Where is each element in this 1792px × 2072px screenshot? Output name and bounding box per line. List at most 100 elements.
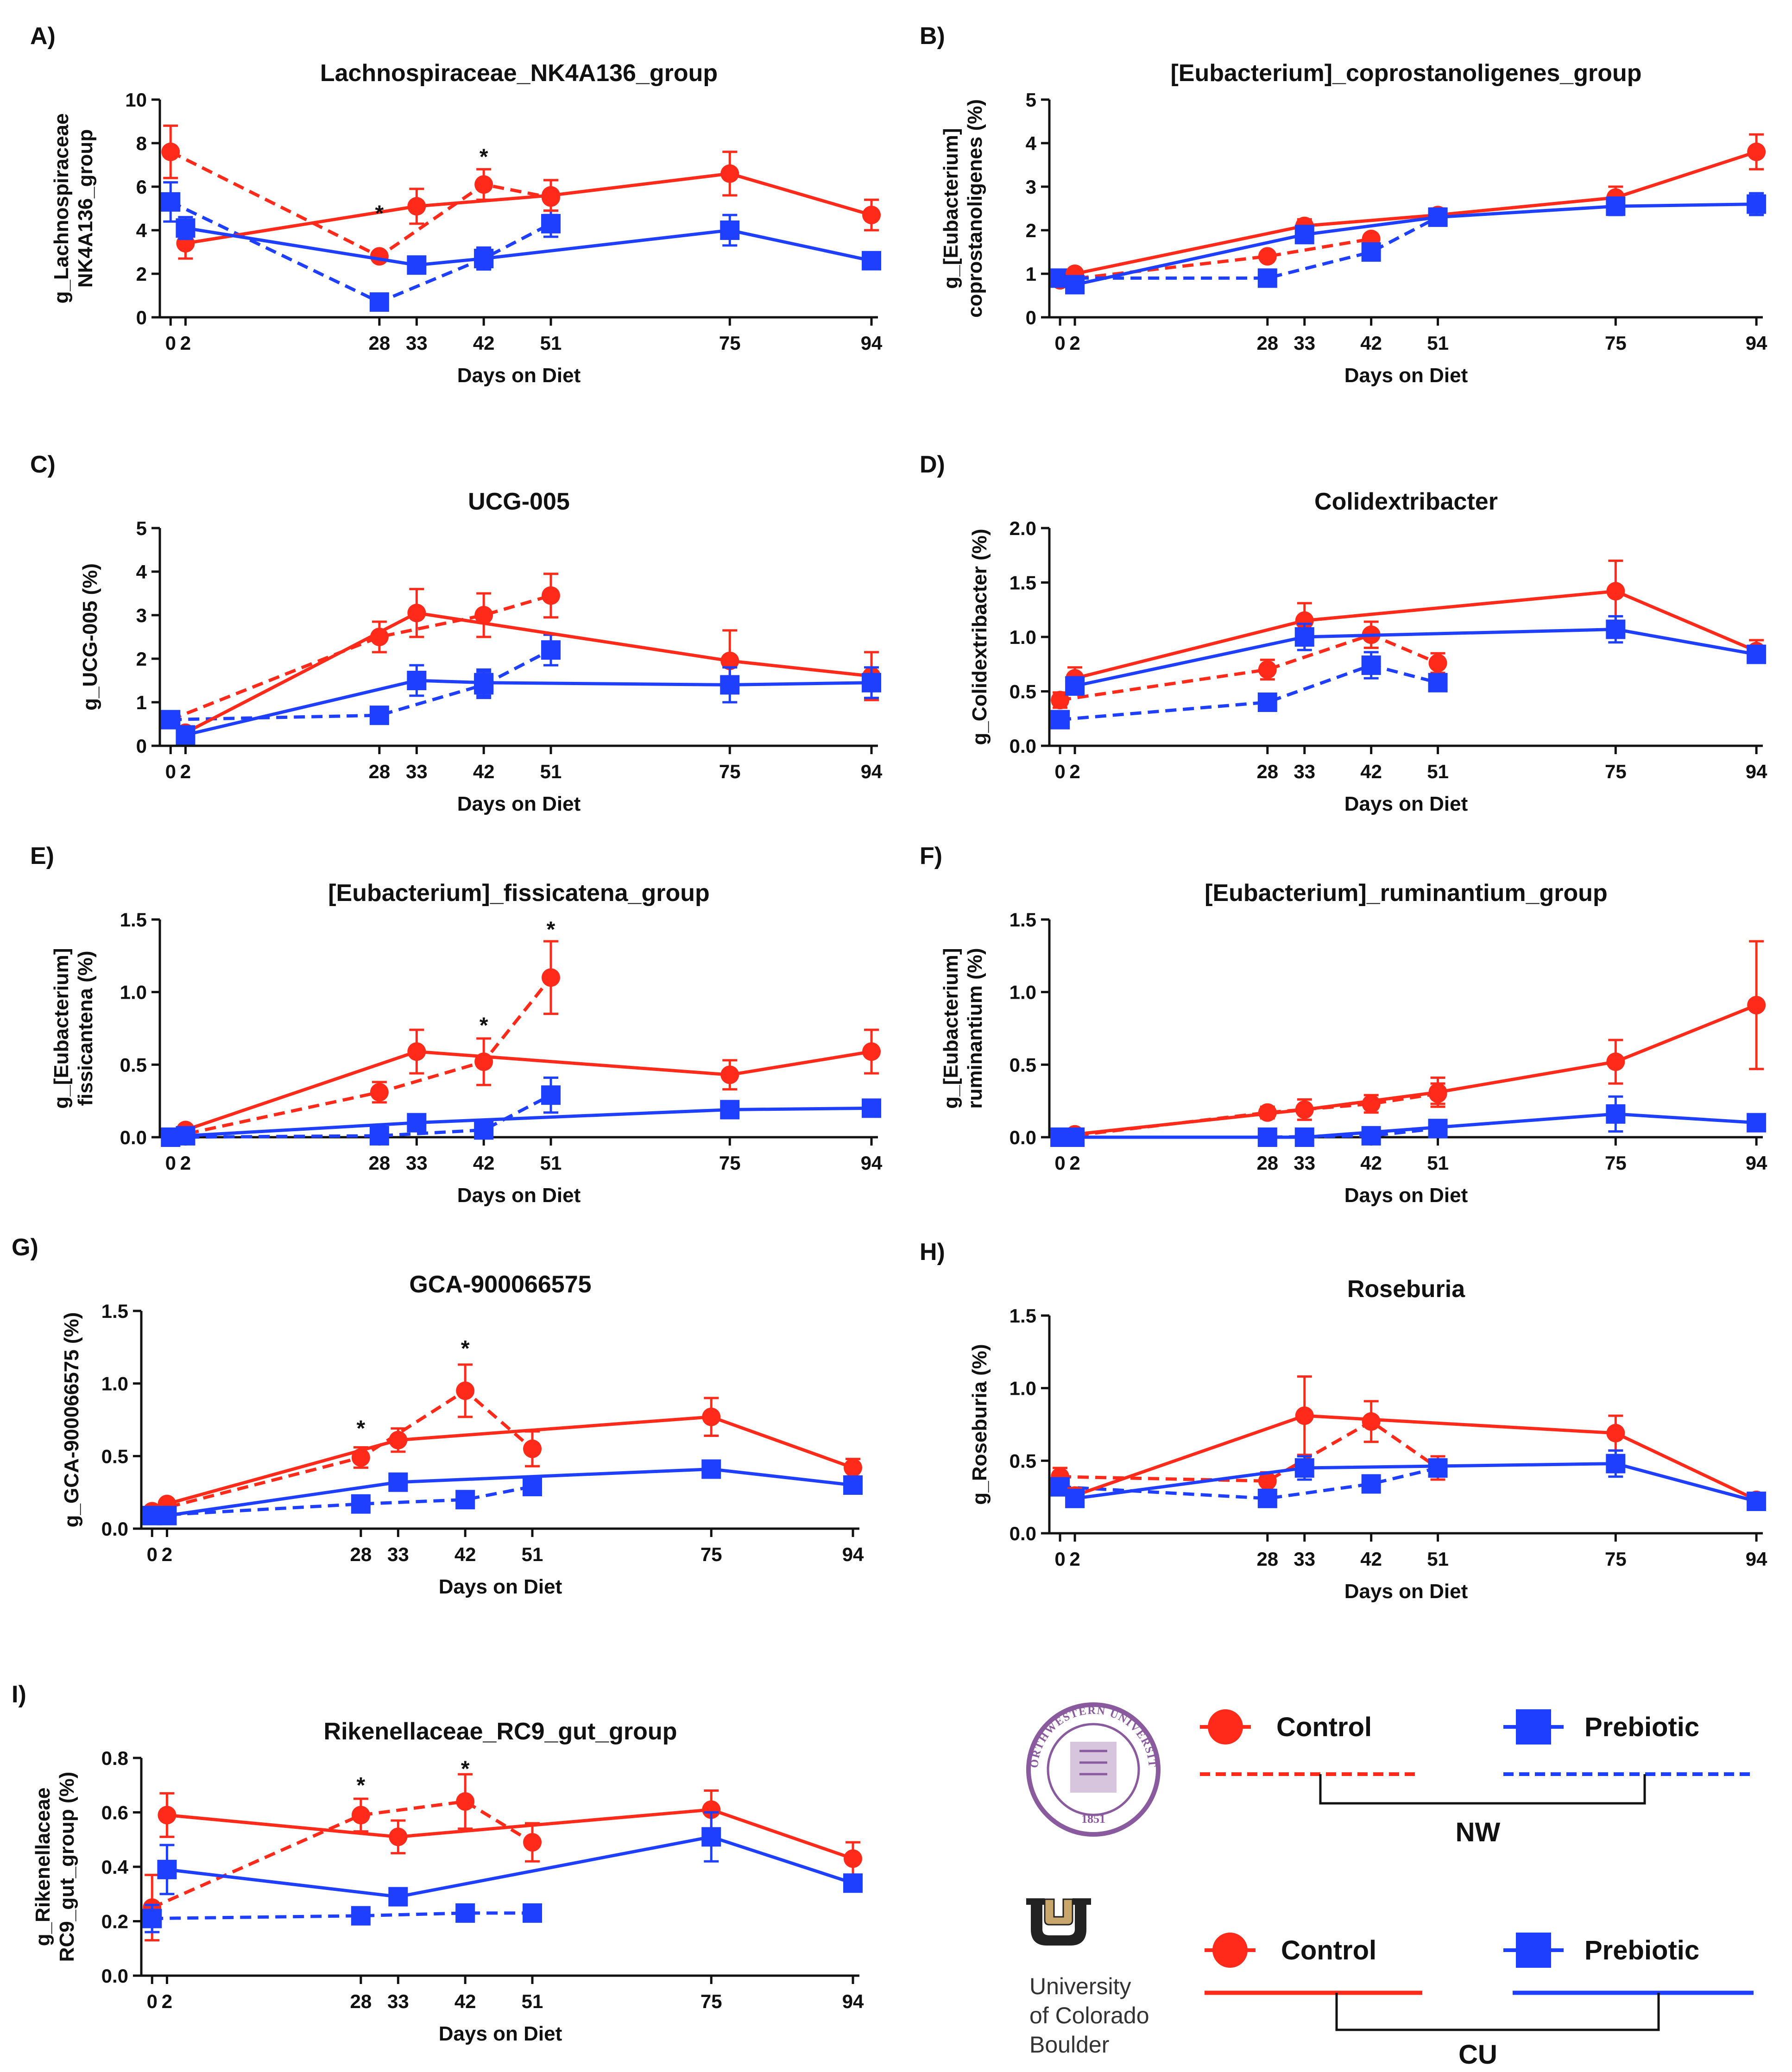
data-point-circle [1258, 660, 1277, 679]
data-point-circle [158, 1806, 177, 1825]
y-tick-label: 0.5 [120, 1054, 147, 1076]
y-tick-label: 0 [136, 307, 147, 328]
x-tick-label: 51 [540, 332, 562, 354]
nw-bracket [1319, 1774, 1646, 1805]
x-tick-label: 75 [1605, 1548, 1627, 1570]
x-tick-label: 0 [165, 761, 176, 782]
y-tick-label: 4 [136, 220, 147, 241]
data-point-circle [844, 1849, 863, 1868]
data-point-square [1361, 242, 1381, 262]
y-tick-label: 0.5 [1010, 681, 1036, 703]
y-tick-label: 0.0 [101, 1965, 128, 1987]
data-point-circle [389, 1430, 408, 1449]
series-line [184, 611, 872, 734]
y-tick-label: 8 [136, 132, 147, 154]
y-axis-label-line: g_Lachnospiraceae [50, 113, 73, 304]
data-point-square [157, 1505, 177, 1525]
x-tick-label: 28 [350, 1990, 372, 2012]
x-tick-label: 0 [165, 332, 176, 354]
x-tick-label: 94 [861, 332, 883, 354]
data-point-circle [370, 628, 389, 646]
legend-nw-prebiotic: Prebiotic [1503, 1709, 1751, 1776]
series-prebiotic-cu [157, 1811, 863, 1907]
series-control-nw [1051, 620, 1447, 710]
y-tick-label: 0.4 [101, 1856, 129, 1878]
data-point-square [1257, 693, 1277, 712]
data-point-circle [407, 1042, 426, 1061]
data-point-square [720, 220, 740, 240]
data-point-circle [1606, 582, 1625, 601]
y-tick-label: 0.0 [1010, 1127, 1036, 1148]
legend-cu-control: Control [1205, 1933, 1422, 1995]
data-point-square [474, 673, 494, 693]
x-tick-label: 28 [1256, 1548, 1278, 1570]
x-axis-label: Days on Diet [457, 364, 581, 387]
significance-marker: * [357, 1417, 366, 1441]
y-tick-label: 1.5 [101, 1300, 128, 1322]
y-axis-label: g_Roseburia (%) [968, 1344, 991, 1505]
x-tick-label: 28 [369, 761, 391, 782]
y-axis-label: g_[Eubacterium]fissicantena (%) [50, 948, 97, 1108]
cu-name-line1: University [1029, 1973, 1131, 1999]
x-tick-label: 42 [473, 1152, 495, 1174]
data-point-circle [1362, 1094, 1381, 1113]
data-point-square [161, 192, 181, 212]
data-point-square [1747, 1113, 1767, 1133]
y-axis-label-line: g_Colidextribacter (%) [968, 529, 991, 745]
x-tick-label: 28 [369, 332, 391, 354]
y-axis-label: g_RikenellaceaeRC9_gut_group (%) [32, 1772, 78, 1962]
data-point-circle [720, 164, 739, 183]
significance-marker: * [547, 918, 555, 942]
x-tick-label: 28 [369, 1152, 391, 1174]
data-point-circle [1747, 995, 1766, 1014]
data-point-square [541, 1085, 561, 1105]
data-point-circle [161, 142, 180, 161]
legend-cu-prebiotic: Prebiotic [1503, 1933, 1754, 1995]
x-tick-label: 0 [1054, 332, 1065, 354]
y-tick-label: 10 [125, 89, 147, 111]
data-point-square [1294, 1458, 1314, 1478]
panel-letter: F) [920, 843, 942, 869]
data-point-circle [862, 206, 881, 225]
x-tick-label: 28 [1256, 332, 1278, 354]
data-point-square [1747, 194, 1767, 214]
series-prebiotic-cu [1065, 1449, 1767, 1511]
y-tick-label: 0.2 [101, 1911, 128, 1933]
series-prebiotic-cu [176, 664, 882, 745]
x-tick-label: 28 [350, 1543, 372, 1565]
data-point-square [1428, 673, 1448, 693]
data-point-square [1428, 207, 1448, 227]
series-line [167, 1835, 854, 1899]
data-point-square [1747, 644, 1767, 664]
x-tick-label: 51 [1427, 761, 1449, 782]
legend-prebiotic-label-cu: Prebiotic [1584, 1935, 1699, 1965]
y-axis-label-line: coprostanoligenes (%) [964, 99, 986, 318]
x-tick-label: 33 [1294, 1152, 1315, 1174]
x-tick-label: 51 [1427, 332, 1449, 354]
significance-marker: * [480, 1013, 488, 1038]
y-tick-label: 3 [1026, 176, 1036, 198]
series-control-cu [158, 1397, 863, 1513]
data-point-square [369, 705, 389, 725]
x-tick-label: 42 [1360, 1548, 1382, 1570]
series-prebiotic-cu [157, 1459, 863, 1525]
y-tick-label: 6 [136, 176, 147, 198]
y-tick-label: 0.5 [1010, 1450, 1036, 1472]
y-tick-label: 4 [1026, 132, 1037, 154]
y-tick-label: 0 [136, 735, 147, 757]
data-point-square [701, 1459, 721, 1479]
panel-letter: E) [30, 843, 54, 869]
data-point-circle [407, 197, 426, 216]
y-tick-label: 1 [136, 692, 147, 713]
control-marker-icon [1212, 1933, 1248, 1968]
chart-panel-g: G) GCA-900066575 0.0 0.5 1.0 1.5 0 2 28 33 42 51 75 9… [12, 1234, 864, 1598]
x-tick-label: 33 [406, 761, 428, 782]
x-tick-label: 42 [1360, 761, 1382, 782]
y-tick-label: 0.6 [101, 1802, 128, 1824]
data-point-square [1428, 1458, 1448, 1478]
panel-letter: H) [920, 1239, 945, 1266]
data-point-circle [1747, 142, 1766, 161]
data-point-square [720, 675, 740, 695]
y-tick-label: 1 [1026, 263, 1036, 285]
